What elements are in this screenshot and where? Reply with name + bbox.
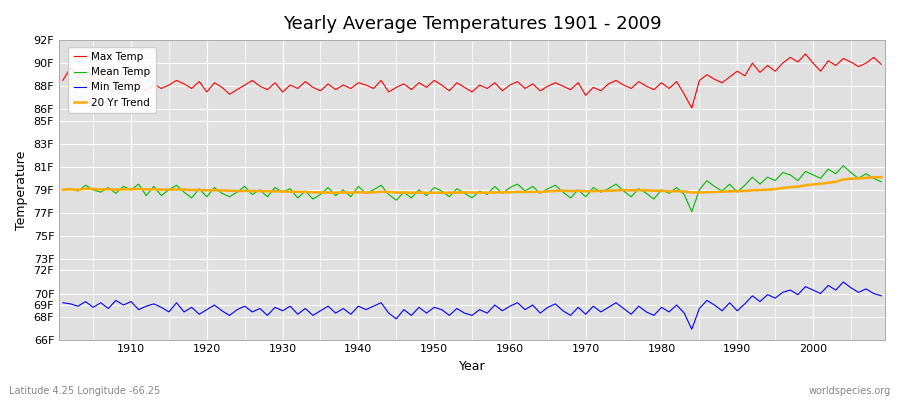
Min Temp — [284, 304, 295, 308]
Max Temp — [284, 83, 295, 88]
20 Yr Trend — [118, 187, 129, 192]
20 Yr Trend — [421, 190, 432, 195]
Text: Latitude 4.25 Longitude -66.25: Latitude 4.25 Longitude -66.25 — [9, 386, 160, 396]
Max Temp — [497, 88, 508, 93]
Max Temp — [330, 87, 341, 92]
20 Yr Trend — [505, 190, 516, 195]
Mean Temp — [838, 163, 849, 168]
20 Yr Trend — [876, 175, 886, 180]
Min Temp — [330, 311, 341, 316]
Line: Max Temp: Max Temp — [63, 54, 881, 108]
Min Temp — [687, 327, 698, 332]
Mean Temp — [505, 185, 516, 190]
Max Temp — [876, 62, 886, 67]
20 Yr Trend — [330, 190, 341, 195]
20 Yr Trend — [603, 188, 614, 193]
X-axis label: Year: Year — [459, 360, 485, 373]
Min Temp — [596, 310, 607, 314]
Max Temp — [800, 52, 811, 56]
Line: 20 Yr Trend: 20 Yr Trend — [63, 177, 881, 193]
Mean Temp — [58, 188, 68, 192]
Min Temp — [497, 308, 508, 313]
Max Temp — [505, 83, 516, 88]
Min Temp — [505, 304, 516, 308]
Y-axis label: Temperature: Temperature — [15, 150, 28, 230]
Text: worldspecies.org: worldspecies.org — [809, 386, 891, 396]
Mean Temp — [596, 190, 607, 194]
Mean Temp — [284, 186, 295, 191]
Min Temp — [118, 303, 129, 308]
Max Temp — [596, 88, 607, 93]
Line: Mean Temp: Mean Temp — [63, 166, 881, 212]
Max Temp — [118, 76, 129, 80]
Line: Min Temp: Min Temp — [63, 282, 881, 329]
20 Yr Trend — [512, 190, 523, 194]
Mean Temp — [687, 209, 698, 214]
Mean Temp — [330, 193, 341, 198]
Min Temp — [876, 294, 886, 298]
20 Yr Trend — [58, 188, 68, 192]
Mean Temp — [876, 179, 886, 184]
Mean Temp — [497, 191, 508, 196]
Legend: Max Temp, Mean Temp, Min Temp, 20 Yr Trend: Max Temp, Mean Temp, Min Temp, 20 Yr Tre… — [68, 47, 156, 113]
20 Yr Trend — [284, 189, 295, 194]
Min Temp — [58, 300, 68, 305]
Max Temp — [58, 78, 68, 83]
Title: Yearly Average Temperatures 1901 - 2009: Yearly Average Temperatures 1901 - 2009 — [283, 15, 662, 33]
Max Temp — [687, 106, 698, 110]
Mean Temp — [118, 184, 129, 189]
Min Temp — [838, 280, 849, 284]
